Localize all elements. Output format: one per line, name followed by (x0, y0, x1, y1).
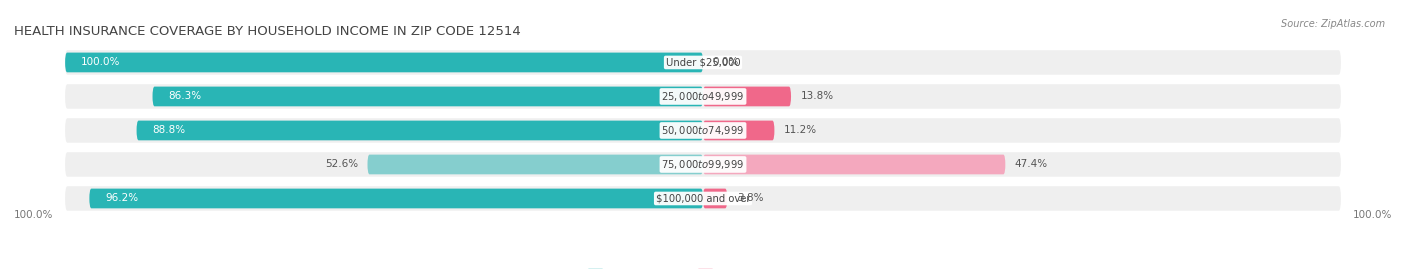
FancyBboxPatch shape (90, 189, 703, 208)
Text: 11.2%: 11.2% (785, 125, 817, 136)
FancyBboxPatch shape (136, 121, 703, 140)
Text: $50,000 to $74,999: $50,000 to $74,999 (661, 124, 745, 137)
FancyBboxPatch shape (65, 186, 1341, 211)
Legend: With Coverage, Without Coverage: With Coverage, Without Coverage (583, 264, 823, 269)
FancyBboxPatch shape (152, 87, 703, 106)
Text: 100.0%: 100.0% (82, 58, 121, 68)
FancyBboxPatch shape (367, 155, 703, 174)
FancyBboxPatch shape (703, 189, 727, 208)
Text: $100,000 and over: $100,000 and over (655, 193, 751, 203)
Text: Source: ZipAtlas.com: Source: ZipAtlas.com (1281, 19, 1385, 29)
Text: 100.0%: 100.0% (1353, 210, 1392, 220)
Text: 13.8%: 13.8% (800, 91, 834, 101)
Text: 3.8%: 3.8% (737, 193, 763, 203)
Text: 86.3%: 86.3% (169, 91, 201, 101)
FancyBboxPatch shape (65, 50, 1341, 75)
Text: $25,000 to $49,999: $25,000 to $49,999 (661, 90, 745, 103)
FancyBboxPatch shape (65, 118, 1341, 143)
Text: 88.8%: 88.8% (152, 125, 186, 136)
FancyBboxPatch shape (703, 155, 1005, 174)
FancyBboxPatch shape (65, 84, 1341, 109)
Text: 52.6%: 52.6% (325, 160, 359, 169)
Text: 100.0%: 100.0% (14, 210, 53, 220)
FancyBboxPatch shape (65, 152, 1341, 177)
FancyBboxPatch shape (65, 53, 703, 72)
Text: 0.0%: 0.0% (713, 58, 738, 68)
Text: Under $25,000: Under $25,000 (665, 58, 741, 68)
Text: HEALTH INSURANCE COVERAGE BY HOUSEHOLD INCOME IN ZIP CODE 12514: HEALTH INSURANCE COVERAGE BY HOUSEHOLD I… (14, 25, 520, 38)
FancyBboxPatch shape (703, 87, 792, 106)
Text: 47.4%: 47.4% (1015, 160, 1047, 169)
Text: 96.2%: 96.2% (105, 193, 138, 203)
FancyBboxPatch shape (703, 121, 775, 140)
Text: $75,000 to $99,999: $75,000 to $99,999 (661, 158, 745, 171)
